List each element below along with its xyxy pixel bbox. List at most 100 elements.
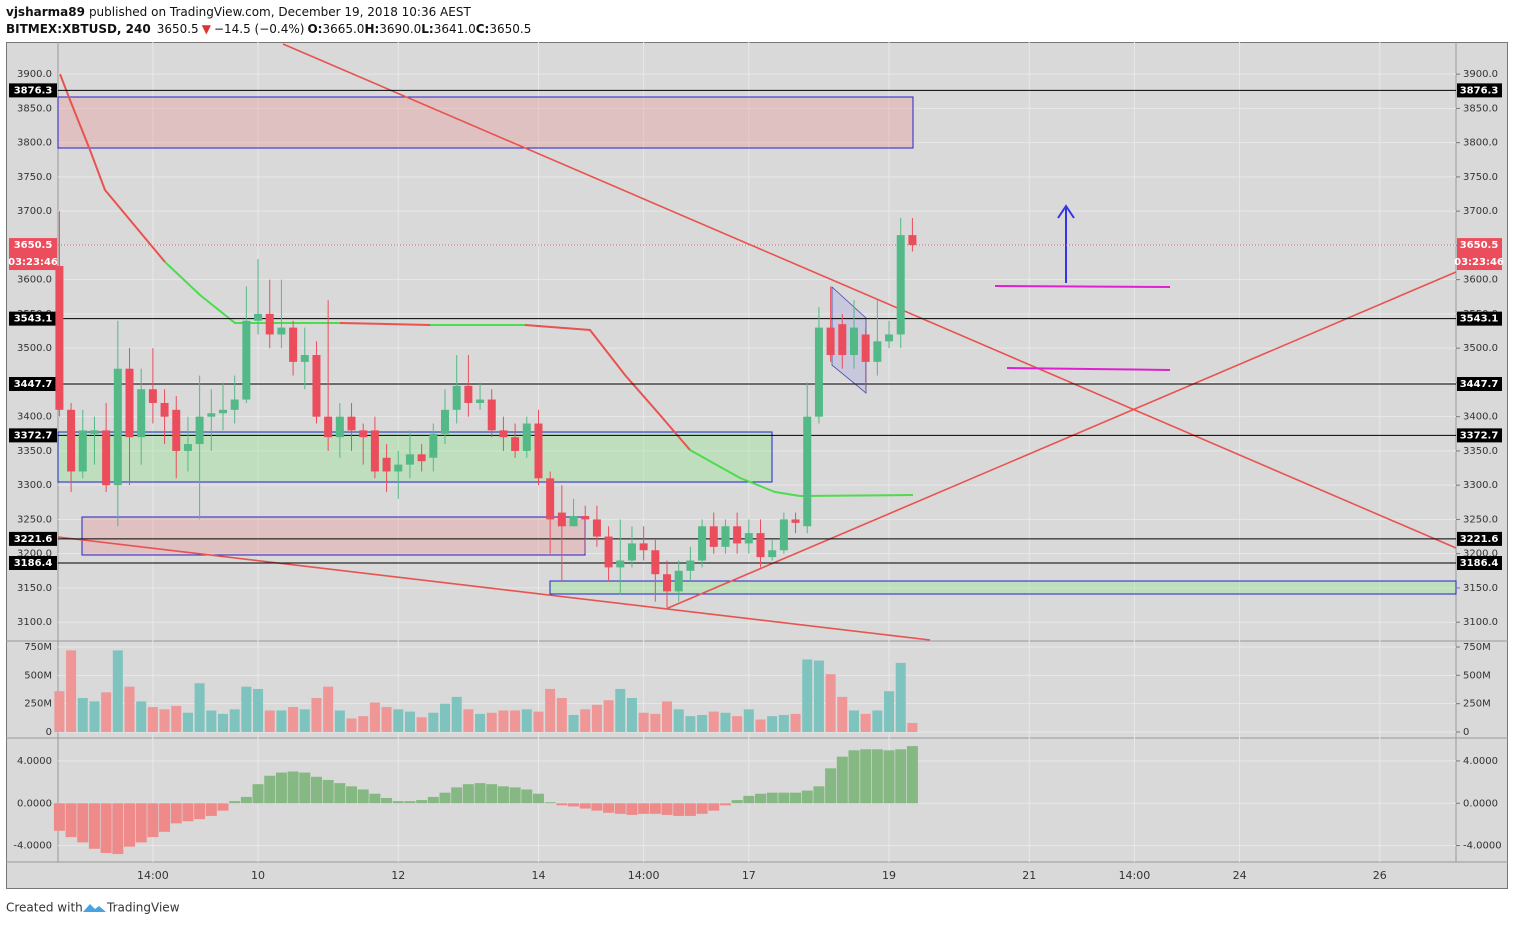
candle-body bbox=[768, 550, 777, 558]
oscillator-bar bbox=[790, 792, 802, 804]
osc-tick-label: 0.0000 bbox=[17, 798, 52, 809]
oscillator-bar bbox=[486, 784, 498, 804]
candle-body bbox=[674, 570, 683, 592]
volume-bar bbox=[895, 662, 906, 733]
oscillator-bar bbox=[801, 790, 813, 804]
candle-body bbox=[499, 430, 508, 438]
oscillator-bar bbox=[731, 800, 743, 804]
volume-bar bbox=[323, 686, 334, 733]
candle-body bbox=[756, 533, 765, 558]
oscillator-bar bbox=[217, 803, 229, 811]
candle-body bbox=[265, 313, 274, 335]
candle-body bbox=[581, 516, 590, 520]
footer-brand[interactable]: TradingView bbox=[106, 901, 180, 915]
volume-bar bbox=[217, 713, 228, 733]
volume-bar bbox=[755, 719, 766, 733]
candle-body bbox=[663, 574, 672, 592]
candle-body bbox=[125, 368, 134, 438]
oscillator-bar bbox=[579, 803, 591, 809]
volume-bar bbox=[358, 716, 369, 733]
y-tick-label: 3200.0 bbox=[17, 549, 52, 560]
candle-body bbox=[534, 423, 543, 479]
oscillator-bar bbox=[509, 787, 521, 804]
oscillator-bar bbox=[766, 792, 778, 804]
y-tick-label: 3400.0 bbox=[1463, 412, 1498, 423]
volume-bar bbox=[615, 688, 626, 733]
candle-body bbox=[405, 454, 414, 465]
candle-body bbox=[464, 385, 473, 403]
volume-bar bbox=[369, 702, 380, 733]
y-tick-label: 3200.0 bbox=[1463, 549, 1498, 560]
oscillator-bar bbox=[497, 786, 509, 804]
candle-body bbox=[908, 235, 917, 246]
volume-bar bbox=[194, 683, 205, 733]
oscillator-bar bbox=[836, 756, 848, 804]
y-tick-label: 3500.0 bbox=[17, 343, 52, 354]
level-label: 3447.7 bbox=[14, 379, 53, 390]
candle-body bbox=[289, 327, 298, 362]
level-label-box bbox=[1457, 428, 1502, 443]
x-tick-label: 17 bbox=[742, 869, 756, 882]
oscillator-bar bbox=[661, 803, 673, 815]
x-tick-label: 10 bbox=[251, 869, 265, 882]
candle-body bbox=[476, 399, 485, 403]
oscillator-bar bbox=[252, 784, 264, 804]
oscillator-bar bbox=[404, 801, 416, 804]
volume-bar bbox=[626, 698, 637, 733]
oscillator-bar bbox=[871, 749, 883, 804]
candle-body bbox=[230, 399, 239, 410]
level-label: 3876.3 bbox=[14, 85, 53, 96]
volume-tick-label: 250M bbox=[24, 699, 52, 710]
candle-body bbox=[382, 457, 391, 472]
target-line bbox=[1006, 367, 1171, 371]
drawings bbox=[57, 43, 1457, 641]
oscillator-bar bbox=[170, 803, 182, 824]
candle-body bbox=[803, 416, 812, 527]
candle-body bbox=[651, 550, 660, 575]
y-tick-label: 3700.0 bbox=[17, 206, 52, 217]
level-label: 3876.3 bbox=[1460, 85, 1499, 96]
oscillator-bar bbox=[895, 749, 907, 804]
volume-bar bbox=[778, 715, 789, 733]
volume-bar bbox=[54, 691, 65, 733]
y-tick-label: 3150.0 bbox=[17, 583, 52, 594]
x-tick-label: 12 bbox=[391, 869, 405, 882]
oscillator-bar bbox=[77, 803, 89, 843]
volume-bar bbox=[381, 707, 392, 733]
candle-body bbox=[394, 464, 403, 472]
osc-tick-label: -4.0000 bbox=[1463, 841, 1502, 852]
open-label: O: bbox=[307, 22, 322, 36]
candle-body bbox=[277, 327, 286, 335]
oscillator-bar bbox=[532, 793, 544, 804]
volume-bar bbox=[101, 692, 112, 733]
oscillator-bar bbox=[614, 803, 626, 814]
target-line bbox=[994, 285, 1171, 288]
candle-body bbox=[347, 416, 356, 431]
volume-bar bbox=[767, 716, 778, 733]
volume-bar bbox=[89, 701, 100, 733]
y-tick-label: 3100.0 bbox=[1463, 617, 1498, 628]
candle-body bbox=[312, 355, 321, 417]
y-tick-label: 3300.0 bbox=[17, 480, 52, 491]
last: 3650.5 bbox=[157, 22, 199, 36]
candle-body bbox=[791, 519, 800, 523]
supply-zone bbox=[81, 516, 586, 556]
oscillator-bar bbox=[521, 789, 533, 804]
oscillator-bar bbox=[684, 803, 696, 816]
volume-bar bbox=[182, 712, 193, 733]
oscillator-bar bbox=[264, 775, 276, 804]
volume-bar bbox=[253, 688, 264, 733]
y-tick-label: 3800.0 bbox=[17, 138, 52, 149]
last-price-label: 3650.5 bbox=[14, 240, 53, 251]
oscillator-bar bbox=[544, 802, 556, 804]
candle-body bbox=[849, 327, 858, 356]
level-label: 3186.4 bbox=[14, 558, 53, 569]
supply-zone bbox=[57, 96, 914, 149]
volume-bar bbox=[206, 710, 217, 733]
volume-bar bbox=[276, 710, 287, 733]
oscillator-bar bbox=[439, 792, 451, 804]
oscillator-bar bbox=[334, 783, 346, 804]
volume-tick-label: 250M bbox=[1463, 699, 1491, 710]
oscillator-bar bbox=[848, 750, 860, 804]
countdown-label: 03:23:46 bbox=[1454, 257, 1504, 268]
